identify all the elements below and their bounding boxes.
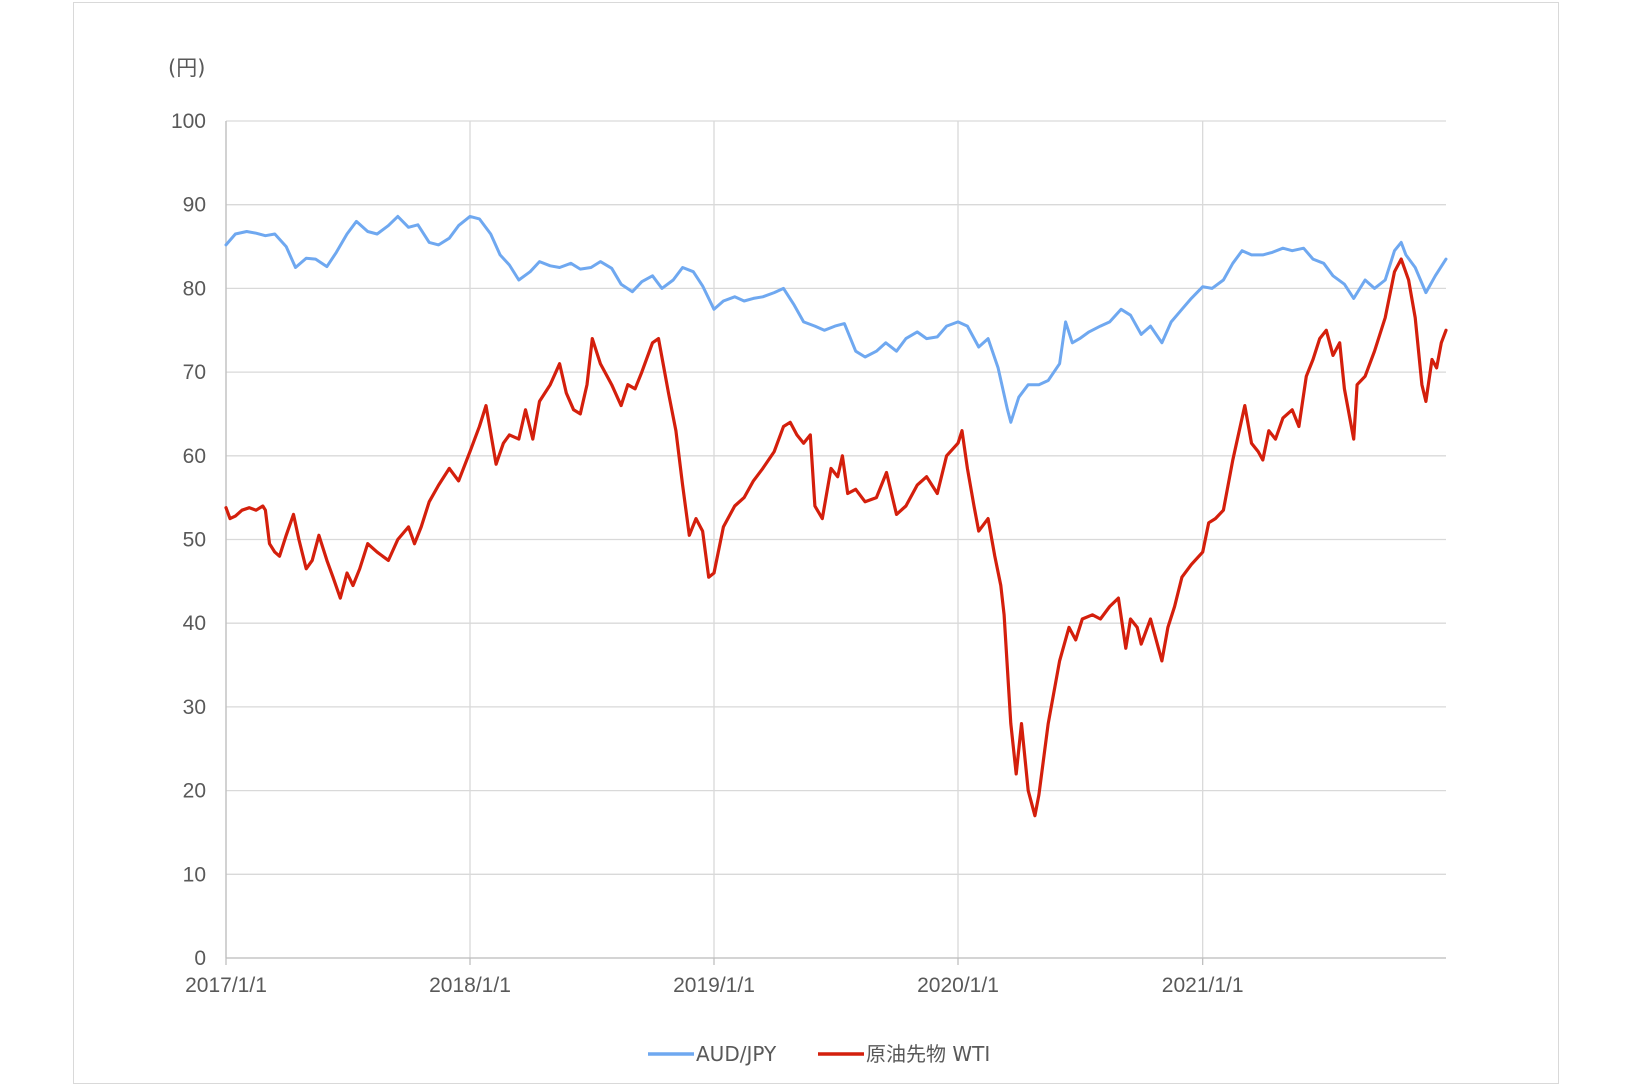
series-lines bbox=[224, 214, 1448, 818]
y-tick-label: 100 bbox=[171, 110, 206, 133]
y-tick-label: 90 bbox=[183, 194, 206, 217]
x-tick-label: 2021/1/1 bbox=[1162, 974, 1244, 997]
y-tick-label: 50 bbox=[183, 529, 206, 552]
y-axis-ticks: 0 10 20 30 40 50 60 70 80 90 100 bbox=[171, 110, 206, 970]
y-tick-label: 40 bbox=[183, 612, 206, 635]
y-tick-label: 70 bbox=[183, 361, 206, 384]
y-tick-label: 30 bbox=[183, 696, 206, 719]
y-tick-label: 80 bbox=[183, 277, 206, 300]
series-line-aud-jpy bbox=[224, 214, 1448, 424]
x-axis-ticks: 2017/1/1 2018/1/1 2019/1/1 2020/1/1 2021/1/1 bbox=[185, 958, 1244, 997]
gridlines bbox=[225, 120, 1446, 959]
y-tick-label: 20 bbox=[183, 780, 206, 803]
x-tick-label: 2019/1/1 bbox=[673, 974, 755, 997]
series-line-wti bbox=[224, 257, 1448, 818]
legend-label: 原油先物 WTI bbox=[866, 1042, 990, 1066]
y-axis-unit-label: (円) bbox=[168, 56, 205, 80]
x-tick-label: 2017/1/1 bbox=[185, 974, 267, 997]
legend-label: AUD/JPY bbox=[696, 1042, 777, 1066]
y-tick-label: 60 bbox=[183, 445, 206, 468]
x-tick-label: 2020/1/1 bbox=[917, 974, 999, 997]
legend: AUD/JPY 原油先物 WTI bbox=[648, 1042, 990, 1066]
y-tick-label: 0 bbox=[194, 947, 206, 970]
y-tick-label: 10 bbox=[183, 863, 206, 886]
x-tick-label: 2018/1/1 bbox=[429, 974, 511, 997]
